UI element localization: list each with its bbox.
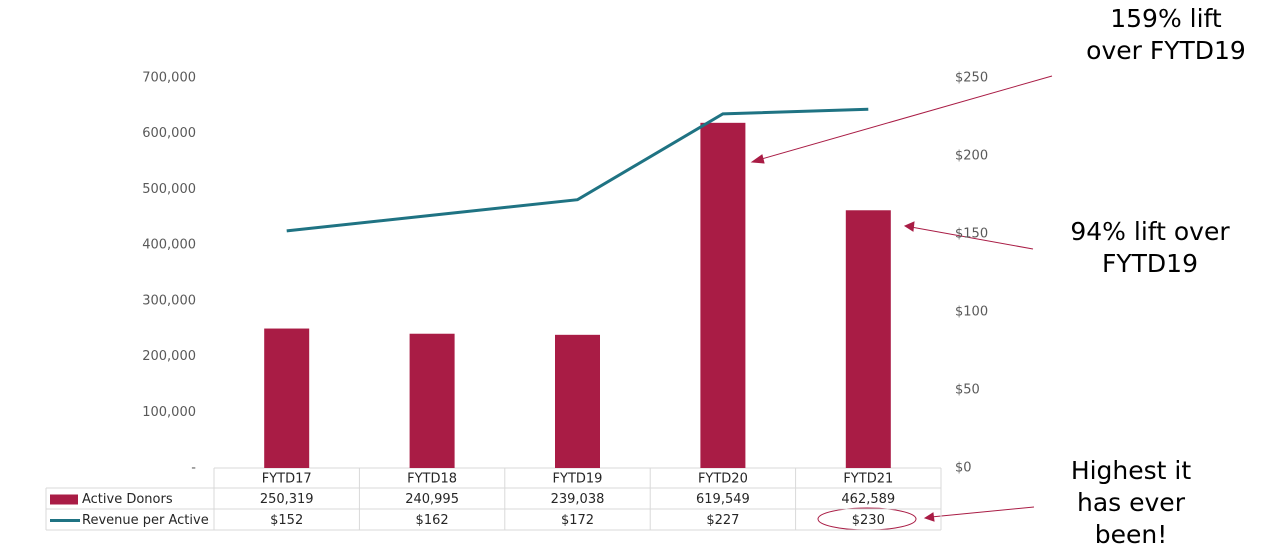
y-tick-label: 700,000 <box>142 71 196 86</box>
legend-swatch <box>50 494 78 505</box>
y2-tick-label: $0 <box>955 461 972 476</box>
x-tick-label: FYTD17 <box>262 472 312 487</box>
arrow <box>910 226 1034 250</box>
line <box>286 107 869 233</box>
legend-label: Active Donors <box>82 492 173 507</box>
bar <box>700 122 746 469</box>
annotation: Highest it <box>1071 456 1192 485</box>
annotation: 159% lift <box>1110 4 1222 33</box>
x-tick-label: FYTD20 <box>698 472 748 487</box>
arrow-head <box>923 512 935 522</box>
y-tick-label: 400,000 <box>142 238 196 253</box>
annotation: been! <box>1095 520 1168 549</box>
arrow-head <box>903 221 915 232</box>
annotation: has ever <box>1077 488 1186 517</box>
y2-tick-label: $250 <box>955 71 988 86</box>
y2-tick-label: $100 <box>955 305 988 320</box>
y-tick-label: 500,000 <box>142 182 196 197</box>
table-value: $162 <box>416 513 449 528</box>
y-tick-label: 300,000 <box>142 293 196 308</box>
table-value: $152 <box>270 513 303 528</box>
table-value: 240,995 <box>405 492 459 507</box>
table-value: $172 <box>561 513 594 528</box>
y-tick-label: - <box>191 461 196 476</box>
annotation: 94% lift over <box>1070 217 1230 246</box>
arrow <box>930 506 1035 518</box>
y-tick-label: 200,000 <box>142 349 196 364</box>
x-tick-label: FYTD18 <box>407 472 457 487</box>
table-value: $230 <box>852 513 885 528</box>
y-tick-label: 100,000 <box>142 405 196 420</box>
bar <box>555 334 600 468</box>
bar <box>264 328 310 468</box>
y2-tick-label: $200 <box>955 149 988 164</box>
x-tick-label: FYTD21 <box>843 472 893 487</box>
legend-label: Revenue per Active <box>82 513 209 528</box>
table-value: 250,319 <box>260 492 314 507</box>
table-value: $227 <box>706 513 739 528</box>
y2-tick-label: $50 <box>955 383 980 398</box>
arrow <box>757 75 1053 161</box>
table-value: 239,038 <box>551 492 605 507</box>
arrow-head <box>750 154 765 164</box>
x-tick-label: FYTD19 <box>553 472 603 487</box>
annotation: over FYTD19 <box>1086 36 1246 65</box>
y-tick-label: 600,000 <box>142 126 196 141</box>
annotation: FYTD19 <box>1102 249 1198 278</box>
bar <box>845 210 891 468</box>
table-value: 619,549 <box>696 492 750 507</box>
y2-tick-label: $150 <box>955 227 988 242</box>
bar <box>409 333 455 468</box>
table-value: 462,589 <box>841 492 895 507</box>
arrows <box>750 75 1053 522</box>
